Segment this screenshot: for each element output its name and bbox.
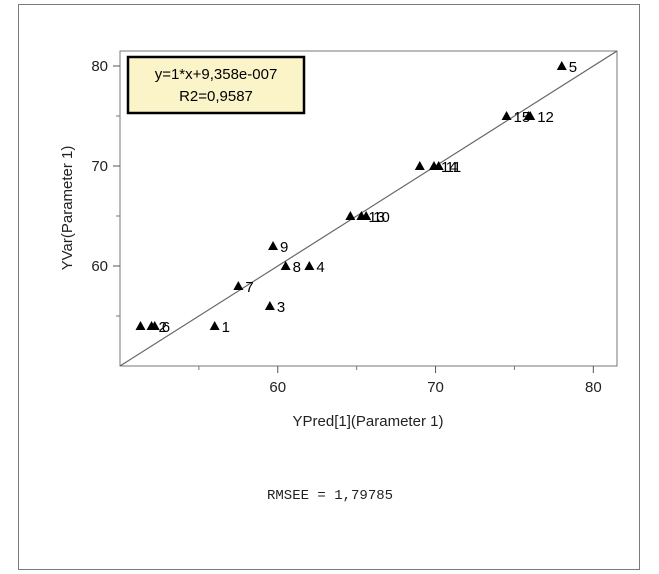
data-point-marker — [428, 161, 439, 170]
x-tick-label: 60 — [269, 379, 286, 396]
data-point-label: 12 — [537, 109, 554, 126]
data-point-marker — [501, 111, 512, 120]
data-point-label: 14 — [441, 159, 458, 176]
data-point-marker — [345, 211, 356, 220]
data-point-marker — [414, 161, 425, 170]
data-point-label: 15 — [514, 109, 531, 126]
data-point-label: 7 — [245, 279, 253, 296]
data-point-marker — [135, 321, 146, 330]
y-tick-label: 70 — [91, 158, 108, 175]
data-point-marker — [523, 111, 534, 120]
data-point-label: 13 — [368, 209, 385, 226]
data-point-marker — [556, 61, 567, 70]
data-point-label: 4 — [316, 259, 324, 276]
r2-text: R2=0,9587 — [179, 88, 253, 105]
data-point-label: 1 — [222, 319, 230, 336]
data-point-label: 10 — [373, 209, 390, 226]
y-tick-label: 80 — [91, 58, 108, 75]
rmsee-text: RMSEE = 1,79785 — [267, 488, 394, 504]
data-point-label: 8 — [293, 259, 301, 276]
data-point-label: 5 — [569, 59, 577, 76]
chart-frame: 60 70 80 60 70 80 1 2 3 4 5 6 7 8 9 10 11 12 13 14 15 YPred… — [18, 4, 640, 570]
data-point-label: 6 — [162, 319, 170, 336]
data-point-marker — [280, 261, 291, 270]
y-tick-label: 60 — [91, 258, 108, 275]
data-point-marker — [209, 321, 220, 330]
data-point-marker — [149, 321, 160, 330]
equation-box: y=1*x+9,358e-007 R2=0,9587 — [126, 55, 306, 115]
x-tick-label: 80 — [585, 379, 602, 396]
data-point-label: 2 — [159, 319, 167, 336]
x-tick-label: 70 — [427, 379, 444, 396]
data-point-label: 9 — [280, 239, 288, 256]
x-axis-label: YPred[1](Parameter 1) — [293, 413, 444, 430]
data-point-marker — [268, 241, 279, 250]
data-point-label: 3 — [277, 299, 285, 316]
data-point-marker — [233, 281, 244, 290]
data-point-marker — [304, 261, 315, 270]
data-point-marker — [264, 301, 275, 310]
data-point-marker — [356, 211, 367, 220]
data-point-label: 11 — [446, 159, 462, 176]
y-axis-label: YVar(Parameter 1) — [59, 146, 76, 271]
regression-line — [120, 51, 617, 366]
equation-text: y=1*x+9,358e-007 — [155, 66, 278, 83]
